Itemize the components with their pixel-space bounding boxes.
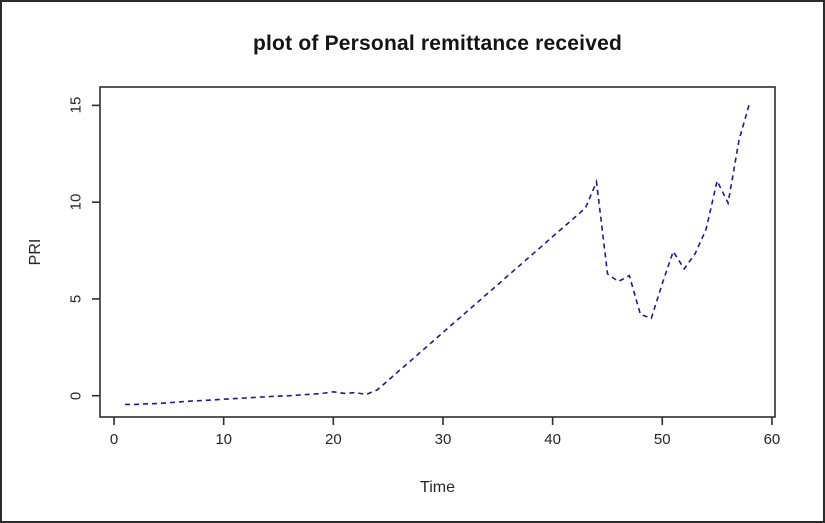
chart-title: plot of Personal remittance received [253, 32, 622, 55]
y-tick-label-text: 15 [67, 97, 85, 114]
x-tick-label: 0 [109, 431, 119, 448]
x-tick-label: 10 [215, 431, 233, 448]
y-axis-title-text: PRI [27, 238, 44, 266]
x-tick-label: 60 [763, 431, 781, 448]
x-axis-title: Time [420, 479, 455, 496]
x-tick-label: 50 [653, 431, 671, 448]
y-tick-label-text: 10 [67, 193, 85, 211]
y-tick-label-text: 0 [67, 391, 85, 400]
x-tick-label: 30 [434, 431, 452, 448]
series-line [125, 101, 751, 406]
y-tick-label-text: 5 [67, 294, 85, 304]
x-tick-label: 40 [544, 431, 561, 448]
plot-box [99, 86, 776, 418]
x-tick-label: 20 [324, 431, 342, 448]
